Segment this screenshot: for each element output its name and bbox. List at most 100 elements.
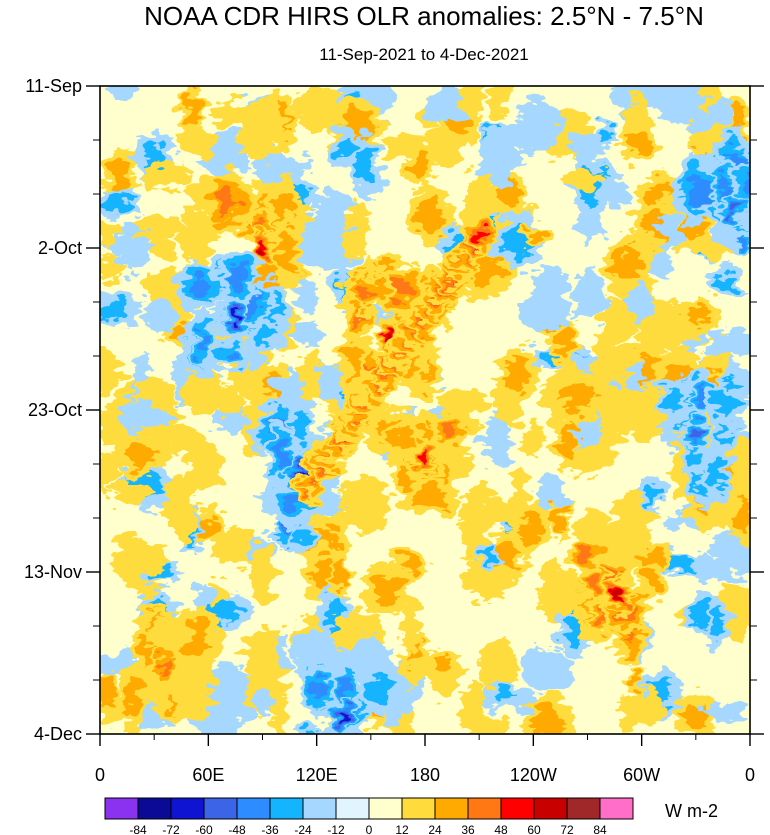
anomaly-contour [628, 361, 644, 394]
colorbar: -84 -72 -60 -48 -36 -24 -12 0 12 24 36 48 60 72 84 [104, 797, 634, 835]
anomaly-contour [344, 346, 362, 379]
anomaly-contour [172, 509, 198, 541]
anomaly-contour [296, 275, 319, 312]
y-tick-label: 13-Nov [24, 562, 82, 582]
anomaly-contour [144, 298, 175, 332]
anomaly-contour [336, 136, 352, 161]
anomaly-contour [663, 386, 681, 417]
anomaly-contour [339, 676, 352, 701]
anomaly-contour [166, 470, 188, 506]
colorbar-swatch [302, 797, 337, 820]
colorbar-tick-label: 24 [428, 823, 442, 835]
anomaly-contour [354, 282, 377, 297]
anomaly-contour [185, 441, 224, 494]
colorbar-tick-label: 36 [461, 823, 475, 835]
x-tick-label: 120W [510, 765, 557, 785]
anomaly-contour [599, 124, 611, 143]
anomaly-contour [459, 563, 516, 600]
colorbar-swatch [500, 797, 535, 820]
colorbar-tick-label: -24 [294, 823, 312, 835]
anomaly-contour [688, 176, 712, 206]
anomaly-contour [640, 575, 666, 595]
anomaly-contour [222, 347, 240, 362]
anomaly-contour [459, 684, 490, 734]
anomaly-contour [630, 672, 641, 689]
y-tick-label: 23-Oct [28, 400, 82, 420]
anomaly-contour [168, 323, 189, 342]
colorbar-swatch [137, 797, 172, 820]
colorbar-swatch [368, 797, 403, 820]
colorbar-tick-label: 12 [395, 823, 409, 835]
anomaly-contour [142, 163, 191, 189]
anomaly-contour [390, 429, 418, 452]
anomaly-contour [355, 143, 374, 182]
anomaly-contour [333, 479, 391, 533]
chart-subtitle: 11-Sep-2021 to 4-Dec-2021 [319, 45, 529, 64]
anomaly-contour [179, 210, 216, 264]
anomaly-contour [157, 656, 169, 673]
anomaly-contour [572, 269, 607, 323]
anomaly-contour [659, 211, 684, 248]
x-tick-label: 120E [296, 765, 338, 785]
anomaly-contour [340, 713, 348, 724]
colorbar-tick-label: 0 [366, 823, 373, 835]
x-tick-label: 60W [623, 765, 660, 785]
colorbar-tick-label: -12 [327, 823, 345, 835]
anomaly-contour [232, 312, 239, 323]
anomaly-contour [133, 211, 183, 240]
anomaly-contour [481, 413, 514, 468]
anomaly-contour [372, 570, 402, 606]
anomaly-contour [103, 363, 129, 383]
anomaly-contour [198, 330, 208, 353]
anomaly-contour [313, 552, 332, 590]
anomaly-contour [143, 612, 191, 656]
anomaly-contour [663, 556, 698, 570]
anomaly-contour [253, 690, 278, 716]
anomaly-contour [616, 589, 624, 601]
anomaly-contour [744, 170, 750, 194]
anomaly-contour [138, 549, 166, 573]
anomaly-contour [475, 228, 487, 242]
anomaly-contour [479, 130, 521, 189]
anomaly-contour [559, 424, 579, 458]
anomaly-contour [298, 717, 321, 734]
colorbar-swatch [401, 797, 436, 820]
anomaly-contour [390, 279, 412, 300]
anomaly-contour [506, 356, 530, 394]
anomaly-contour [577, 418, 599, 452]
anomaly-contour [152, 237, 173, 263]
anomaly-contour [385, 327, 393, 339]
anomaly-contour [295, 86, 343, 133]
x-tick-label: 0 [745, 765, 755, 785]
anomaly-contour [273, 438, 287, 469]
anomaly-contour [295, 409, 311, 446]
anomaly-contour [561, 379, 596, 412]
colorbar-tick-label: -84 [129, 823, 147, 835]
anomaly-contour [184, 91, 200, 125]
anomaly-contour [432, 655, 457, 669]
anomaly-contour [108, 160, 131, 199]
x-tick-label: 180 [410, 765, 440, 785]
anomaly-contour [599, 172, 629, 208]
x-axis: 0 60E 120E 180 120W 60W 0 [95, 734, 755, 785]
anomaly-contour [124, 440, 156, 469]
anomaly-contour [100, 220, 120, 245]
colorbar-swatch [170, 797, 205, 820]
anomaly-contour [647, 482, 658, 508]
anomaly-contour [251, 541, 276, 606]
anomaly-contour [310, 674, 325, 699]
anomaly-contour [218, 189, 238, 219]
anomaly-contour [572, 134, 601, 160]
anomaly-contour [198, 515, 219, 535]
anomaly-contour [382, 135, 424, 158]
anomaly-contour [627, 286, 651, 323]
anomaly-contour [538, 474, 565, 511]
anomaly-contour [737, 161, 750, 203]
anomaly-contour [299, 347, 322, 406]
anomaly-contour [626, 131, 649, 156]
anomaly-contour [684, 337, 704, 357]
anomaly-contour [525, 230, 547, 242]
anomaly-contour [329, 735, 360, 766]
anomaly-contour [292, 323, 326, 344]
anomaly-contour [706, 456, 724, 494]
